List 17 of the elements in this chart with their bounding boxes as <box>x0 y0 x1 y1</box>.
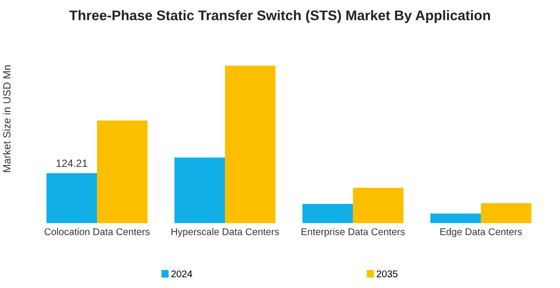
bar <box>224 66 276 224</box>
bar <box>302 204 353 224</box>
legend-label: 2024 <box>171 270 192 278</box>
x-tick-label: Colocation Data Centers <box>44 228 150 236</box>
x-tick-label: Hyperscale Data Centers <box>171 228 279 238</box>
x-tick-label: Enterprise Data Centers <box>302 228 405 238</box>
bar <box>352 188 404 224</box>
x-tick-label: Edge Data Centers <box>440 228 522 238</box>
data-label: 124.21 <box>56 160 88 167</box>
bar <box>480 203 532 224</box>
bar <box>46 173 98 224</box>
y-axis-title: Market Size in USD Mn <box>2 65 11 172</box>
bar <box>430 214 481 224</box>
bar <box>97 120 148 224</box>
chart-title: Three-Phase Static Transfer Switch (STS) Market By Application <box>69 10 490 24</box>
legend-label: 2035 <box>376 270 398 278</box>
bar <box>174 158 225 224</box>
